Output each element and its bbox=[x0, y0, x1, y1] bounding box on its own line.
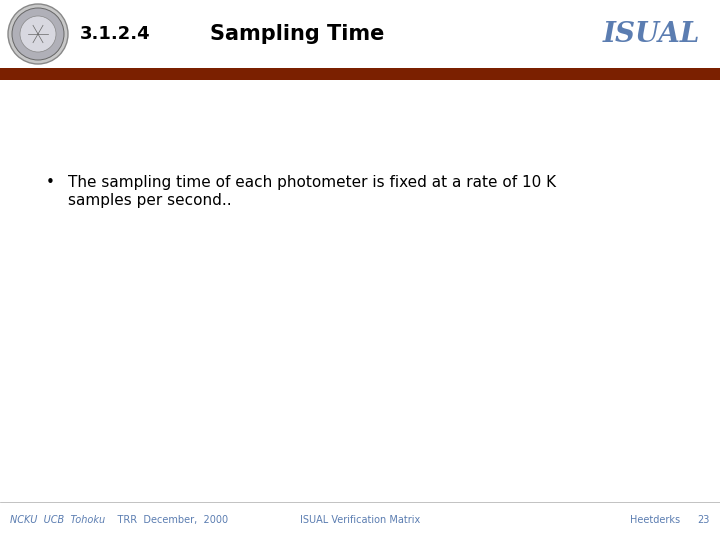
Text: •: • bbox=[45, 175, 55, 190]
Bar bbox=[0, 0, 720, 68]
Circle shape bbox=[8, 4, 68, 64]
Text: 3.1.2.4: 3.1.2.4 bbox=[80, 25, 150, 43]
Text: Heetderks: Heetderks bbox=[630, 515, 680, 525]
Text: NCKU  UCB  Tohoku: NCKU UCB Tohoku bbox=[10, 515, 105, 525]
Text: ISUAL Verification Matrix: ISUAL Verification Matrix bbox=[300, 515, 420, 525]
Text: The sampling time of each photometer is fixed at a rate of 10 K: The sampling time of each photometer is … bbox=[68, 175, 556, 190]
Text: TRR  December,  2000: TRR December, 2000 bbox=[105, 515, 228, 525]
Text: samples per second..: samples per second.. bbox=[68, 193, 232, 208]
Circle shape bbox=[20, 16, 56, 52]
Text: ISUAL: ISUAL bbox=[603, 21, 700, 48]
Circle shape bbox=[12, 8, 64, 60]
Text: 23: 23 bbox=[698, 515, 710, 525]
Bar bbox=[0, 68, 720, 80]
Text: Sampling Time: Sampling Time bbox=[210, 24, 384, 44]
